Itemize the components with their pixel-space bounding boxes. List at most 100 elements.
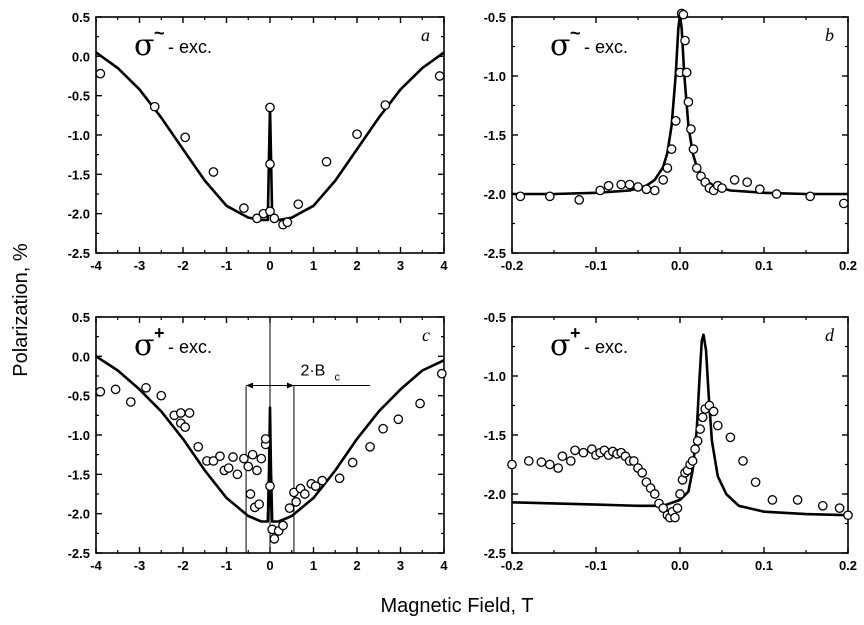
x-tick-label: -2 bbox=[177, 258, 189, 273]
data-point bbox=[738, 456, 748, 466]
x-tick-label: -1 bbox=[221, 258, 233, 273]
y-tick-label: -0.5 bbox=[68, 89, 90, 104]
y-tick-label: -2.0 bbox=[484, 187, 506, 202]
data-point bbox=[695, 424, 706, 434]
data-point bbox=[291, 497, 301, 507]
data-point bbox=[193, 441, 204, 452]
y-tick-label: -2.5 bbox=[484, 246, 506, 261]
data-point bbox=[692, 436, 703, 446]
panel-d: -0.2 -0.1 0.0 0.1 0.2 -2.5 -2.0 -1.5 -1.0 -0.5 σ +-… bbox=[484, 310, 857, 573]
data-point bbox=[603, 180, 614, 191]
data-point bbox=[686, 124, 696, 134]
excitation-label: - exc. bbox=[168, 337, 212, 357]
x-tick-label: -3 bbox=[134, 258, 146, 273]
data-point bbox=[265, 159, 275, 169]
x-tick-label: 0.1 bbox=[755, 558, 773, 573]
data-point bbox=[641, 184, 652, 195]
data-point bbox=[570, 445, 580, 456]
data-point bbox=[697, 412, 708, 423]
data-point bbox=[544, 191, 555, 202]
data-point bbox=[691, 163, 702, 173]
y-tick-label: -1.0 bbox=[68, 428, 90, 443]
data-point bbox=[415, 398, 425, 409]
data-point bbox=[252, 465, 262, 476]
data-point bbox=[156, 390, 167, 401]
x-tick-label: -4 bbox=[90, 258, 102, 273]
data-point bbox=[243, 461, 254, 472]
x-tick-label: 0.2 bbox=[839, 558, 857, 573]
x-tick-label: 0 bbox=[266, 558, 273, 573]
y-tick-label: -2.5 bbox=[68, 246, 90, 261]
data-point bbox=[215, 451, 225, 462]
data-point bbox=[269, 213, 280, 224]
fit-curve bbox=[511, 333, 849, 517]
annotation-2bc-sub: c bbox=[334, 371, 340, 383]
sigma-symbol: σ bbox=[550, 28, 570, 63]
excitation-label: - exc. bbox=[584, 37, 628, 57]
x-tick-label: 0.1 bbox=[755, 258, 773, 273]
data-point bbox=[184, 408, 195, 418]
data-point bbox=[578, 447, 589, 458]
data-point bbox=[637, 467, 648, 478]
data-point bbox=[310, 481, 321, 491]
data-point bbox=[180, 132, 191, 143]
data-point bbox=[232, 469, 243, 480]
data-point bbox=[245, 489, 256, 499]
x-tick-label: 3 bbox=[397, 258, 404, 273]
x-tick-label: -2 bbox=[177, 558, 189, 573]
panel-letter: b bbox=[825, 25, 834, 45]
data-point bbox=[380, 100, 391, 110]
data-point bbox=[678, 9, 689, 20]
data-point bbox=[754, 184, 765, 195]
x-tick-label: 0 bbox=[266, 258, 273, 273]
data-point bbox=[683, 97, 694, 107]
x-tick-label: 4 bbox=[440, 258, 448, 273]
data-point bbox=[725, 432, 736, 443]
data-point bbox=[680, 35, 690, 46]
y-tick-label: -0.5 bbox=[484, 310, 506, 325]
y-tick-label: -2.0 bbox=[484, 487, 506, 502]
data-point bbox=[260, 434, 271, 444]
data-point bbox=[649, 489, 660, 499]
data-point bbox=[658, 503, 669, 514]
data-point bbox=[817, 500, 828, 511]
data-point bbox=[256, 453, 267, 464]
y-tick-label: 0.5 bbox=[72, 10, 90, 25]
x-tick-label: 3 bbox=[397, 558, 404, 573]
data-point bbox=[95, 386, 106, 397]
x-tick-label: -0.2 bbox=[501, 258, 523, 273]
panel-letter: d bbox=[825, 325, 835, 345]
excitation-label: - exc. bbox=[584, 337, 628, 357]
data-point bbox=[628, 456, 639, 466]
y-tick-label: -0.5 bbox=[484, 10, 506, 25]
x-tick-label: -0.2 bbox=[501, 558, 523, 573]
data-point bbox=[278, 520, 288, 531]
x-tick-label: 2 bbox=[353, 258, 360, 273]
data-point bbox=[436, 368, 447, 379]
data-point bbox=[110, 384, 121, 395]
y-tick-label: -1.5 bbox=[484, 128, 506, 143]
panel-a: -4 -3 -2 -1 0 1 2 3 4 -2.5 -2.0 -1.5 -1.0 -0.5 0.0 0.5 σ… bbox=[68, 10, 449, 273]
data-point bbox=[515, 191, 526, 202]
y-tick-label: -1.5 bbox=[68, 167, 90, 182]
x-tick-label: -1 bbox=[221, 558, 233, 573]
data-point bbox=[681, 67, 692, 78]
sigma-superscript: ~ bbox=[570, 23, 581, 43]
data-point bbox=[712, 420, 723, 431]
panels: -4 -3 -2 -1 0 1 2 3 4 -2.5 -2.0 -1.5 -1.0 -0.5 0.0 0.5 σ… bbox=[68, 8, 857, 573]
data-point bbox=[378, 423, 388, 434]
data-point bbox=[239, 453, 249, 464]
arrow-left-head bbox=[246, 382, 254, 389]
data-point bbox=[228, 452, 238, 462]
data-point bbox=[771, 189, 782, 199]
data-point bbox=[838, 198, 849, 209]
data-point bbox=[557, 451, 568, 462]
sigma-symbol: σ bbox=[550, 328, 570, 363]
data-point bbox=[595, 185, 606, 196]
y-tick-label: -1.0 bbox=[484, 369, 506, 384]
data-point bbox=[265, 102, 275, 113]
y-tick-label: -2.5 bbox=[68, 546, 90, 561]
y-tick-label: -0.5 bbox=[68, 389, 90, 404]
data-point bbox=[544, 459, 555, 470]
